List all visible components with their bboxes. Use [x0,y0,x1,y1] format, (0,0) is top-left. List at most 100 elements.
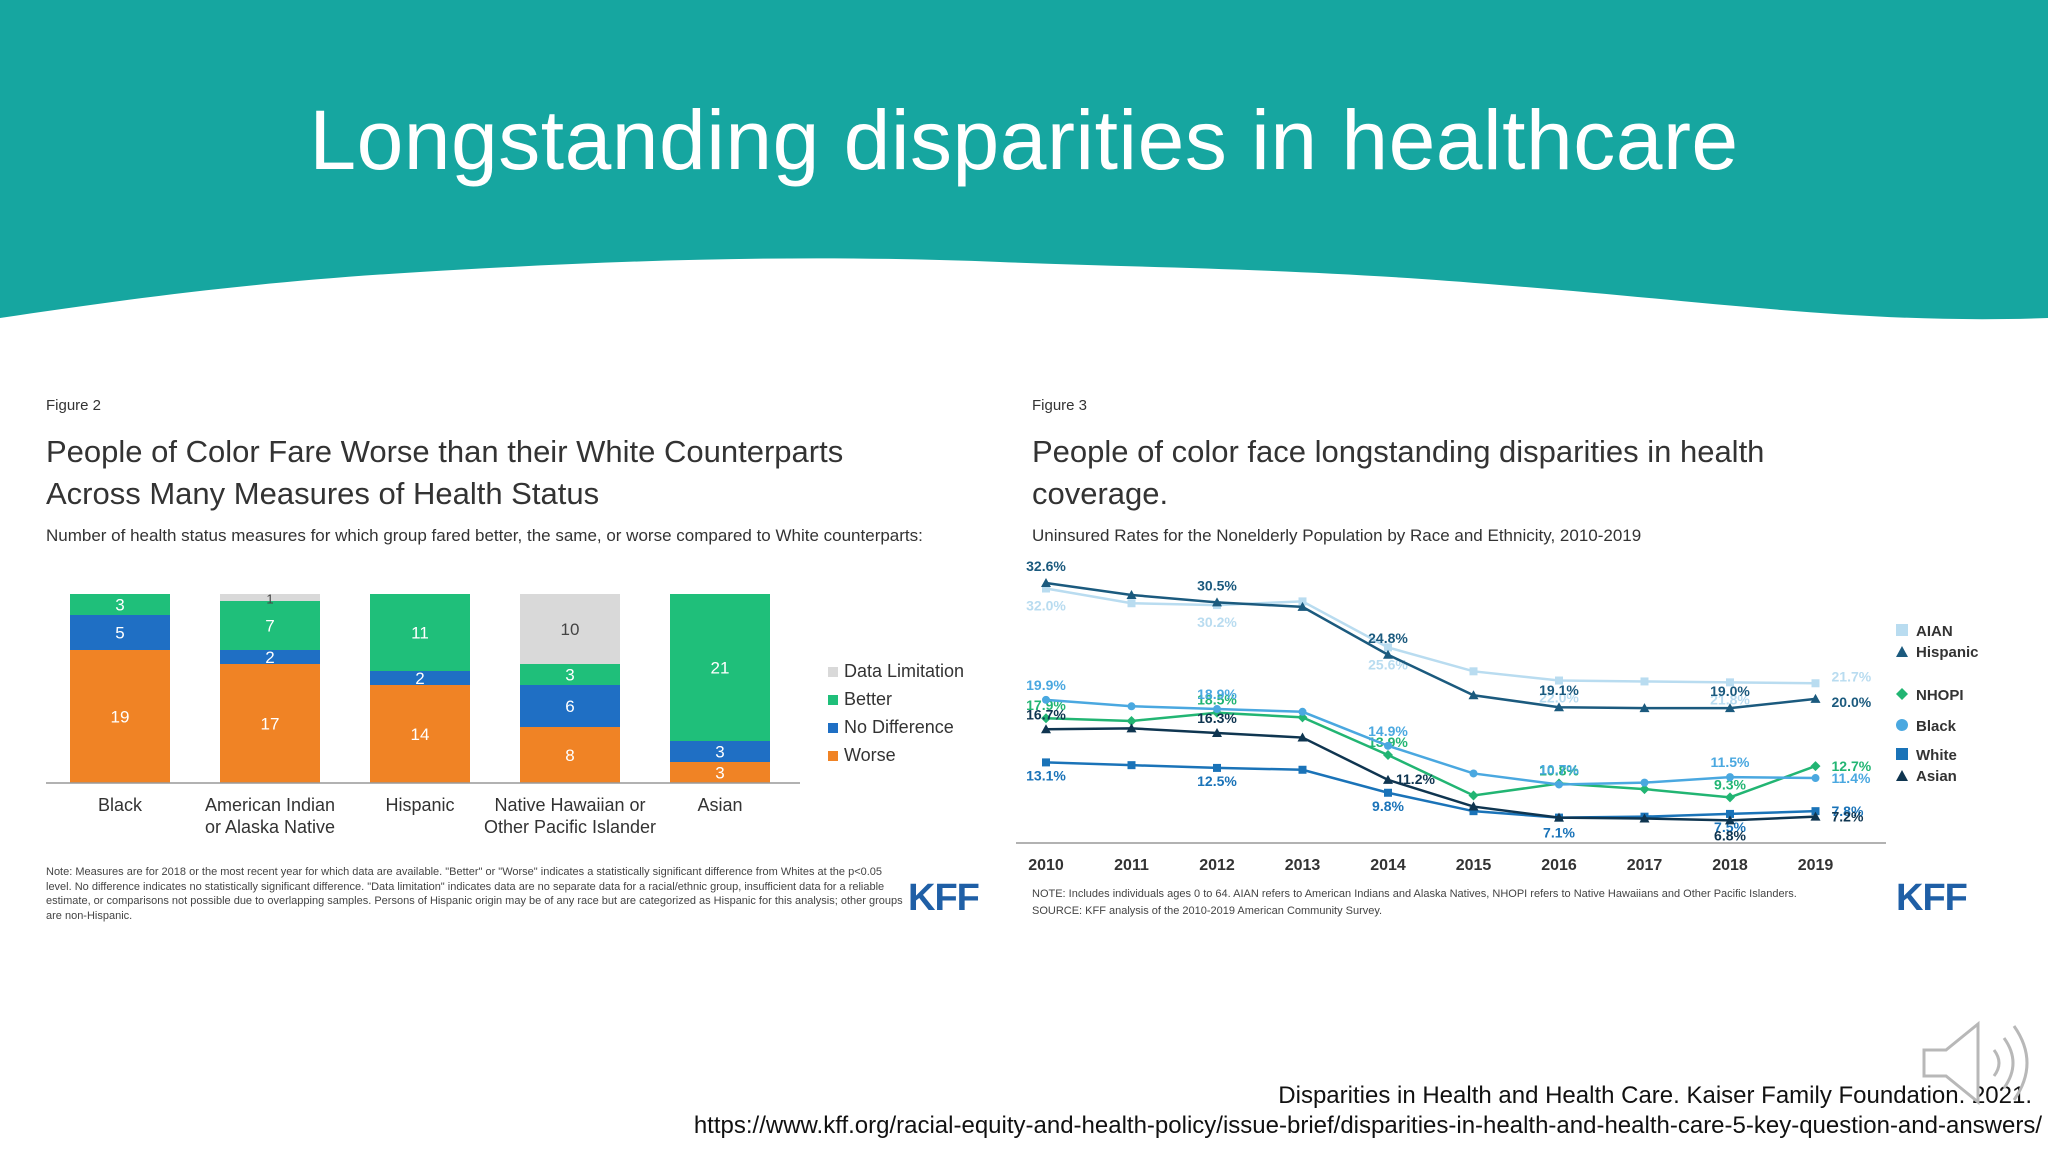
series-line-white [1045,761,1816,819]
legend-no-difference: No Difference [844,717,954,737]
point-white [1213,763,1221,772]
citation-line-1: Disparities in Health and Health Care. K… [1278,1082,2032,1109]
slide-title: Longstanding disparities in healthcare [309,93,1739,187]
data-label-nhopi-2018: 9.3% [1714,776,1746,792]
data-label-black-2016: 10.7% [1539,761,1579,777]
legend-marker-hispanic [1896,646,1908,657]
series-line-hispanic [1045,581,1816,710]
legend-marker-asian [1896,770,1908,781]
data-label-black-2018: 11.5% [1711,754,1750,770]
data-label-black-2019: 11.4% [1832,770,1871,786]
bar-value-label: 17 [261,715,280,734]
point-black [1811,774,1820,783]
data-label-white-2018: 7.5% [1714,819,1746,835]
category-label: Hispanic [385,795,454,815]
data-label-hispanic-2016: 19.1% [1539,682,1579,698]
bar-value-label: 2 [415,669,424,688]
data-label-black-2012: 18.9% [1197,686,1237,702]
bar-value-label: 10 [561,620,580,639]
figure-3-title-line2: coverage. [1032,476,1169,511]
point-asian [1468,801,1479,811]
point-asian [1041,724,1051,734]
point-white [1811,807,1820,816]
data-label-black-2014: 14.9% [1368,723,1408,739]
legend-marker-aian [1896,624,1908,636]
legend-marker-nhopi [1896,688,1908,700]
point-hispanic [1468,690,1479,700]
point-aian [1811,679,1820,688]
bar-data-limitation-3 [520,594,620,664]
point-asian [1297,732,1308,742]
data-label-black-2010: 19.9% [1026,677,1066,693]
point-black [1640,778,1649,787]
point-nhopi [1810,761,1821,772]
point-hispanic [1554,702,1564,712]
category-label: American Indian [205,795,335,815]
data-label-aian-2018: 21.8% [1710,691,1750,707]
point-white [1469,807,1478,816]
bar-value-label: 1 [266,592,273,607]
point-white [1127,761,1136,770]
bar-no-difference-1 [220,650,320,664]
data-label-nhopi-2016: 10.8% [1539,763,1579,779]
point-white [1726,809,1734,818]
point-aian [1298,597,1307,606]
figure-2-panel: Figure 2 People of Color Fare Worse than… [30,375,992,950]
point-hispanic [1212,597,1222,607]
point-white [1298,765,1307,774]
bar-better-4 [670,594,770,741]
legend-hispanic: Hispanic [1916,644,1979,661]
data-label-asian-2010: 16.7% [1026,706,1066,722]
point-aian [1640,677,1649,686]
bar-no-difference-3 [520,685,620,727]
legend-swatch-no-difference [828,723,838,733]
legend-worse: Worse [844,745,896,765]
point-asian [1725,815,1735,825]
bar-no-difference-2 [370,671,470,685]
category-label: Asian [697,795,742,815]
legend-data-limitation: Data Limitation [844,661,964,681]
bar-data-limitation-1 [220,594,320,601]
data-label-hispanic-2018: 19.0% [1710,683,1750,699]
category-label: Native Hawaiian or [494,795,645,815]
series-line-aian [1045,587,1816,685]
x-tick-2012: 2012 [1199,857,1235,873]
bar-worse-4 [670,762,770,783]
point-black [1384,741,1392,750]
bar-value-label: 3 [565,666,574,685]
data-label-asian-2014: 11.2% [1396,771,1435,787]
point-aian [1726,678,1734,687]
figure-3-label: Figure 3 [1032,397,1088,414]
point-nhopi [1468,790,1479,801]
data-label-white-2016: 7.1% [1543,825,1575,841]
point-aian [1042,584,1050,593]
bar-better-1 [220,601,320,650]
figure-2-title: People of Color Fare Worse than their Wh… [46,431,843,515]
data-label-white-2019: 7.8% [1832,803,1864,819]
bar-value-label: 3 [115,596,124,615]
point-black [1213,705,1221,714]
point-black [1555,780,1563,789]
point-aian [1384,643,1392,652]
point-aian [1469,667,1478,676]
data-label-white-2010: 13.1% [1026,767,1066,783]
point-white [1384,788,1392,797]
series-line-asian [1045,727,1816,822]
data-label-nhopi-2012: 18.5% [1197,692,1237,708]
point-asian [1639,813,1650,823]
category-label: or Alaska Native [205,817,335,837]
data-label-nhopi-2019: 12.7% [1832,758,1872,774]
bar-value-label: 3 [715,764,724,783]
point-hispanic [1725,703,1735,713]
data-label-hispanic-2019: 20.0% [1832,694,1872,710]
bar-value-label: 2 [265,648,274,667]
point-asian [1126,723,1137,733]
bar-worse-3 [520,727,620,783]
point-black [1042,695,1050,704]
speaker-icon[interactable] [1916,1018,2036,1108]
x-tick-2019: 2019 [1798,857,1834,873]
point-asian [1212,727,1222,737]
line-chart: 2010 2011 2012 2013 2014 2015 2016 2017 2018 2019… [1016,558,1979,873]
x-tick-2016: 2016 [1541,857,1577,873]
citation-url[interactable]: https://www.kff.org/racial-equity-and-he… [693,1112,2042,1139]
